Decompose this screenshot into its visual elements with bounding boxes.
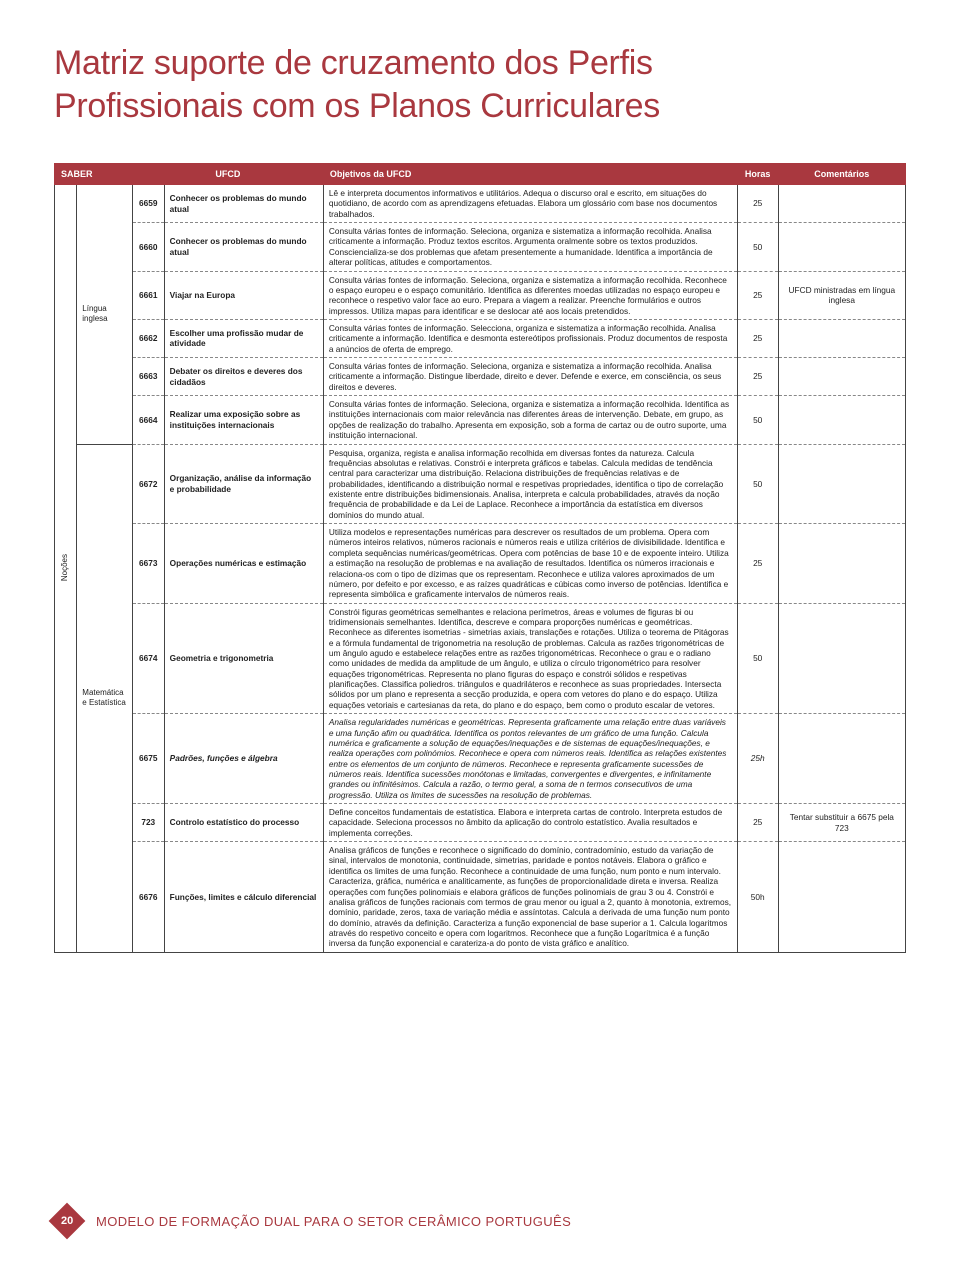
ufcd-objective: Utiliza modelos e representações numéric… [323,524,737,604]
title-l1: Matriz suporte de cruzamento dos Perfis [54,44,653,82]
ufcd-comment [778,444,905,524]
ufcd-code: 6660 [132,223,164,271]
table-row: NoçõesLíngua inglesa6659Conhecer os prob… [55,185,906,223]
ufcd-code: 6659 [132,185,164,223]
ufcd-name: Padrões, funções e álgebra [164,714,323,804]
ufcd-hours: 25 [737,271,778,319]
table-row: 6673Operações numéricas e estimaçãoUtili… [55,524,906,604]
ufcd-code: 6663 [132,358,164,396]
th-obj: Objetivos da UFCD [323,164,737,185]
ufcd-code: 6676 [132,842,164,953]
ufcd-objective: Consulta várias fontes de informação. Se… [323,319,737,357]
page-number: 20 [61,1215,73,1227]
table-row: 6662Escolher uma profissão mudar de ativ… [55,319,906,357]
title-l2: Profissionais com os Planos Curriculares [54,87,660,125]
ufcd-comment [778,603,905,714]
ufcd-comment [778,524,905,604]
ufcd-comment: UFCD ministradas em língua inglesa [778,271,905,319]
ufcd-code: 6664 [132,396,164,444]
ufcd-comment [778,185,905,223]
ufcd-hours: 25 [737,358,778,396]
ufcd-code: 723 [132,804,164,842]
ufcd-objective: Consulta várias fontes de informação. Se… [323,271,737,319]
ufcd-name: Viajar na Europa [164,271,323,319]
ufcd-code: 6675 [132,714,164,804]
th-cmt: Comentários [778,164,905,185]
ufcd-name: Funções, limites e cálculo diferencial [164,842,323,953]
table-row: 6663Debater os direitos e deveres dos ci… [55,358,906,396]
table-header-row: SABER UFCD Objetivos da UFCD Horas Comen… [55,164,906,185]
ufcd-objective: Consulta várias fontes de informação. Se… [323,358,737,396]
ufcd-hours: 50 [737,603,778,714]
ufcd-comment [778,842,905,953]
ufcd-name: Geometria e trigonometria [164,603,323,714]
ufcd-name: Realizar uma exposição sobre as institui… [164,396,323,444]
ufcd-hours: 50 [737,396,778,444]
ufcd-comment [778,319,905,357]
page-number-badge: 20 [49,1203,86,1240]
ufcd-name: Controlo estatístico do processo [164,804,323,842]
table-row: 6661Viajar na EuropaConsulta várias font… [55,271,906,319]
ufcd-hours: 25 [737,185,778,223]
table-row: 6674Geometria e trigonometriaConstrói fi… [55,603,906,714]
ufcd-comment [778,714,905,804]
th-horas: Horas [737,164,778,185]
table-row: 6664Realizar uma exposição sobre as inst… [55,396,906,444]
ufcd-objective: Consulta várias fontes de informação. Se… [323,396,737,444]
ufcd-hours: 25h [737,714,778,804]
ufcd-hours: 25 [737,804,778,842]
ufcd-objective: Constrói figuras geométricas semelhantes… [323,603,737,714]
ufcd-name: Debater os direitos e deveres dos cidadã… [164,358,323,396]
matrix-table: SABER UFCD Objetivos da UFCD Horas Comen… [54,163,906,953]
ufcd-hours: 50h [737,842,778,953]
ufcd-name: Escolher uma profissão mudar de atividad… [164,319,323,357]
ufcd-name: Operações numéricas e estimação [164,524,323,604]
th-saber: SABER [55,164,133,185]
ufcd-objective: Analisa regularidades numéricas e geomét… [323,714,737,804]
table-row: 6660Conhecer os problemas do mundo atual… [55,223,906,271]
table-row: 723Controlo estatístico do processoDefin… [55,804,906,842]
saber-label: Matemática e Estatística [77,444,133,952]
ufcd-hours: 50 [737,223,778,271]
ufcd-code: 6661 [132,271,164,319]
ufcd-objective: Lê e interpreta documentos informativos … [323,185,737,223]
ufcd-hours: 50 [737,444,778,524]
ufcd-objective: Consulta várias fontes de informação. Se… [323,223,737,271]
ufcd-hours: 25 [737,319,778,357]
saber-label: Língua inglesa [77,185,133,445]
th-ufcd: UFCD [132,164,323,185]
ufcd-comment [778,358,905,396]
ufcd-hours: 25 [737,524,778,604]
ufcd-name: Conhecer os problemas do mundo atual [164,223,323,271]
table-row: 6676Funções, limites e cálculo diferenci… [55,842,906,953]
ufcd-objective: Analisa gráficos de funções e reconhece … [323,842,737,953]
ufcd-code: 6662 [132,319,164,357]
ufcd-comment [778,396,905,444]
ufcd-code: 6674 [132,603,164,714]
page-footer: 20 MODELO DE FORMAÇÃO DUAL PARA O SETOR … [54,1208,571,1234]
group-label: Noções [55,185,77,953]
ufcd-comment: Tentar substituir a 6675 pela 723 [778,804,905,842]
page-title: Matriz suporte de cruzamento dos Perfis … [54,42,906,127]
ufcd-objective: Pesquisa, organiza, regista e analisa in… [323,444,737,524]
footer-text: MODELO DE FORMAÇÃO DUAL PARA O SETOR CER… [96,1214,571,1229]
ufcd-code: 6673 [132,524,164,604]
ufcd-comment [778,223,905,271]
ufcd-name: Organização, análise da informação e pro… [164,444,323,524]
ufcd-objective: Define conceitos fundamentais de estatís… [323,804,737,842]
table-row: Matemática e Estatística6672Organização,… [55,444,906,524]
ufcd-name: Conhecer os problemas do mundo atual [164,185,323,223]
table-row: 6675Padrões, funções e álgebraAnalisa re… [55,714,906,804]
ufcd-code: 6672 [132,444,164,524]
